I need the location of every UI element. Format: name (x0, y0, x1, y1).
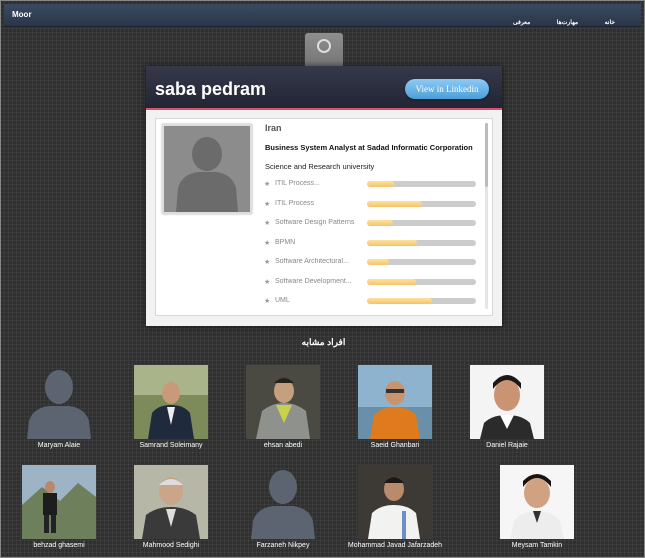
skill-level-bar (367, 181, 476, 187)
star-icon: ★ (264, 220, 271, 227)
similar-person-card[interactable]: behzad ghasemi (9, 465, 109, 549)
person-name[interactable]: Samrand Soleimany (139, 442, 203, 449)
skill-row: ★ BPMN (264, 239, 484, 259)
skill-level-bar (367, 259, 476, 265)
person-name[interactable]: Meysam Tamkin (511, 542, 563, 549)
person-photo (500, 465, 574, 539)
person-name[interactable]: ehsan abedi (263, 442, 303, 449)
skill-level-fill (367, 200, 422, 207)
skill-row: ★ UML (264, 297, 484, 317)
view-linkedin-button[interactable]: View in Linkedin (405, 79, 489, 99)
skill-level-bar (367, 220, 476, 226)
skill-label: ITIL Process... (275, 180, 320, 187)
skill-level-fill (367, 298, 433, 304)
person-photo (358, 465, 432, 539)
person-name[interactable]: Daniel Rajaie (486, 442, 528, 449)
similar-person-card[interactable]: Daniel Rajaie (457, 365, 557, 449)
star-icon: ★ (264, 298, 271, 305)
person-thumbnail[interactable] (246, 365, 320, 439)
person-name[interactable]: behzad ghasemi (33, 542, 85, 549)
skill-level-fill (367, 220, 394, 226)
skill-row: ★ ITIL Process (264, 200, 484, 220)
person-name[interactable]: Maryam Alaie (37, 442, 81, 449)
skill-row: ★ Software Design Patterns (264, 219, 484, 239)
person-thumbnail[interactable] (500, 465, 574, 539)
star-icon: ★ (264, 181, 271, 188)
similar-person-card[interactable]: ehsan abedi (233, 365, 333, 449)
person-thumbnail[interactable] (470, 365, 544, 439)
profile-name: saba pedram (155, 79, 267, 99)
similar-people-title: افراد مشابه (301, 337, 346, 347)
star-icon: ★ (264, 239, 271, 247)
person-photo (134, 365, 208, 439)
skill-label: BPMN (275, 238, 296, 246)
nav-link-home[interactable]: خانه (604, 20, 615, 26)
nav-link-skills[interactable]: مهارت‌ها (556, 20, 579, 26)
skill-level-bar (367, 239, 476, 246)
similar-person-card[interactable]: Meysam Tamkin (487, 465, 587, 549)
person-silhouette-icon (27, 370, 91, 439)
person-thumbnail[interactable] (22, 465, 96, 539)
scrollbar-thumb[interactable] (485, 123, 488, 187)
skills-scrollbar[interactable] (485, 123, 488, 309)
skill-label: Software Development... (275, 277, 352, 285)
person-photo (134, 465, 208, 539)
person-name[interactable]: Farzaneh Nikpey (256, 542, 310, 549)
profile-school: Science and Research university (265, 162, 375, 171)
similar-person-card[interactable]: Mahmood Sedighi (121, 465, 221, 549)
top-navbar: Moor خانه مهارت‌ها معرفی (4, 4, 641, 27)
skill-level-fill (367, 239, 418, 246)
star-icon: ★ (264, 200, 271, 208)
person-silhouette-icon (164, 126, 250, 212)
skill-level-bar (367, 278, 476, 285)
skill-row: ★ Software Architectural... (264, 258, 484, 278)
person-thumbnail[interactable] (358, 465, 432, 539)
skill-row: ★ Software Development... (264, 278, 484, 298)
skill-level-fill (367, 181, 395, 187)
skill-level-bar (367, 200, 476, 207)
nav-link-about[interactable]: معرفی (513, 20, 531, 26)
similar-person-card[interactable]: Maryam Alaie (9, 365, 109, 449)
profile-photo-placeholder (162, 124, 252, 214)
person-name[interactable]: Mohammad Javad Jafarzadeh (347, 542, 443, 549)
profile-body: Iran Business System Analyst at Sadad In… (155, 118, 493, 316)
person-thumbnail[interactable] (134, 365, 208, 439)
person-thumbnail[interactable] (358, 365, 432, 439)
skill-level-fill (367, 259, 389, 265)
skill-level-bar (367, 298, 476, 304)
similar-person-card[interactable]: Farzaneh Nikpey (233, 465, 333, 549)
star-icon: ★ (264, 278, 271, 286)
star-icon: ★ (264, 259, 271, 266)
person-photo (470, 365, 544, 439)
person-photo (246, 365, 320, 439)
skill-label: Software Architectural... (275, 258, 349, 265)
person-photo (22, 465, 96, 539)
nav-links: خانه مهارت‌ها معرفی (491, 11, 615, 29)
profile-country: Iran (265, 123, 282, 133)
similar-person-card[interactable]: Samrand Soleimany (121, 365, 221, 449)
brand-logo[interactable]: Moor (12, 10, 32, 19)
person-silhouette-icon (251, 470, 315, 539)
profile-card: saba pedram View in Linkedin Iran Busine… (146, 66, 502, 326)
skill-level-fill (367, 278, 417, 285)
skills-list: ★ ITIL Process... ★ ITIL Process ★ Software D… (264, 180, 484, 317)
person-photo (358, 365, 432, 439)
similar-person-card[interactable]: Saeid Ghanbari (345, 365, 445, 449)
person-thumbnail[interactable] (246, 465, 320, 539)
person-thumbnail[interactable] (134, 465, 208, 539)
skill-label: Software Design Patterns (275, 219, 355, 226)
skill-row: ★ ITIL Process... (264, 180, 484, 200)
skill-label: UML (275, 297, 290, 304)
person-name[interactable]: Mahmood Sedighi (142, 542, 200, 549)
profile-header: saba pedram View in Linkedin (146, 66, 502, 110)
skill-label: ITIL Process (275, 199, 315, 207)
person-thumbnail[interactable] (22, 365, 96, 439)
person-name[interactable]: Saeid Ghanbari (370, 442, 420, 449)
profile-headline: Business System Analyst at Sadad Informa… (265, 143, 473, 152)
similar-person-card[interactable]: Mohammad Javad Jafarzadeh (345, 465, 445, 549)
